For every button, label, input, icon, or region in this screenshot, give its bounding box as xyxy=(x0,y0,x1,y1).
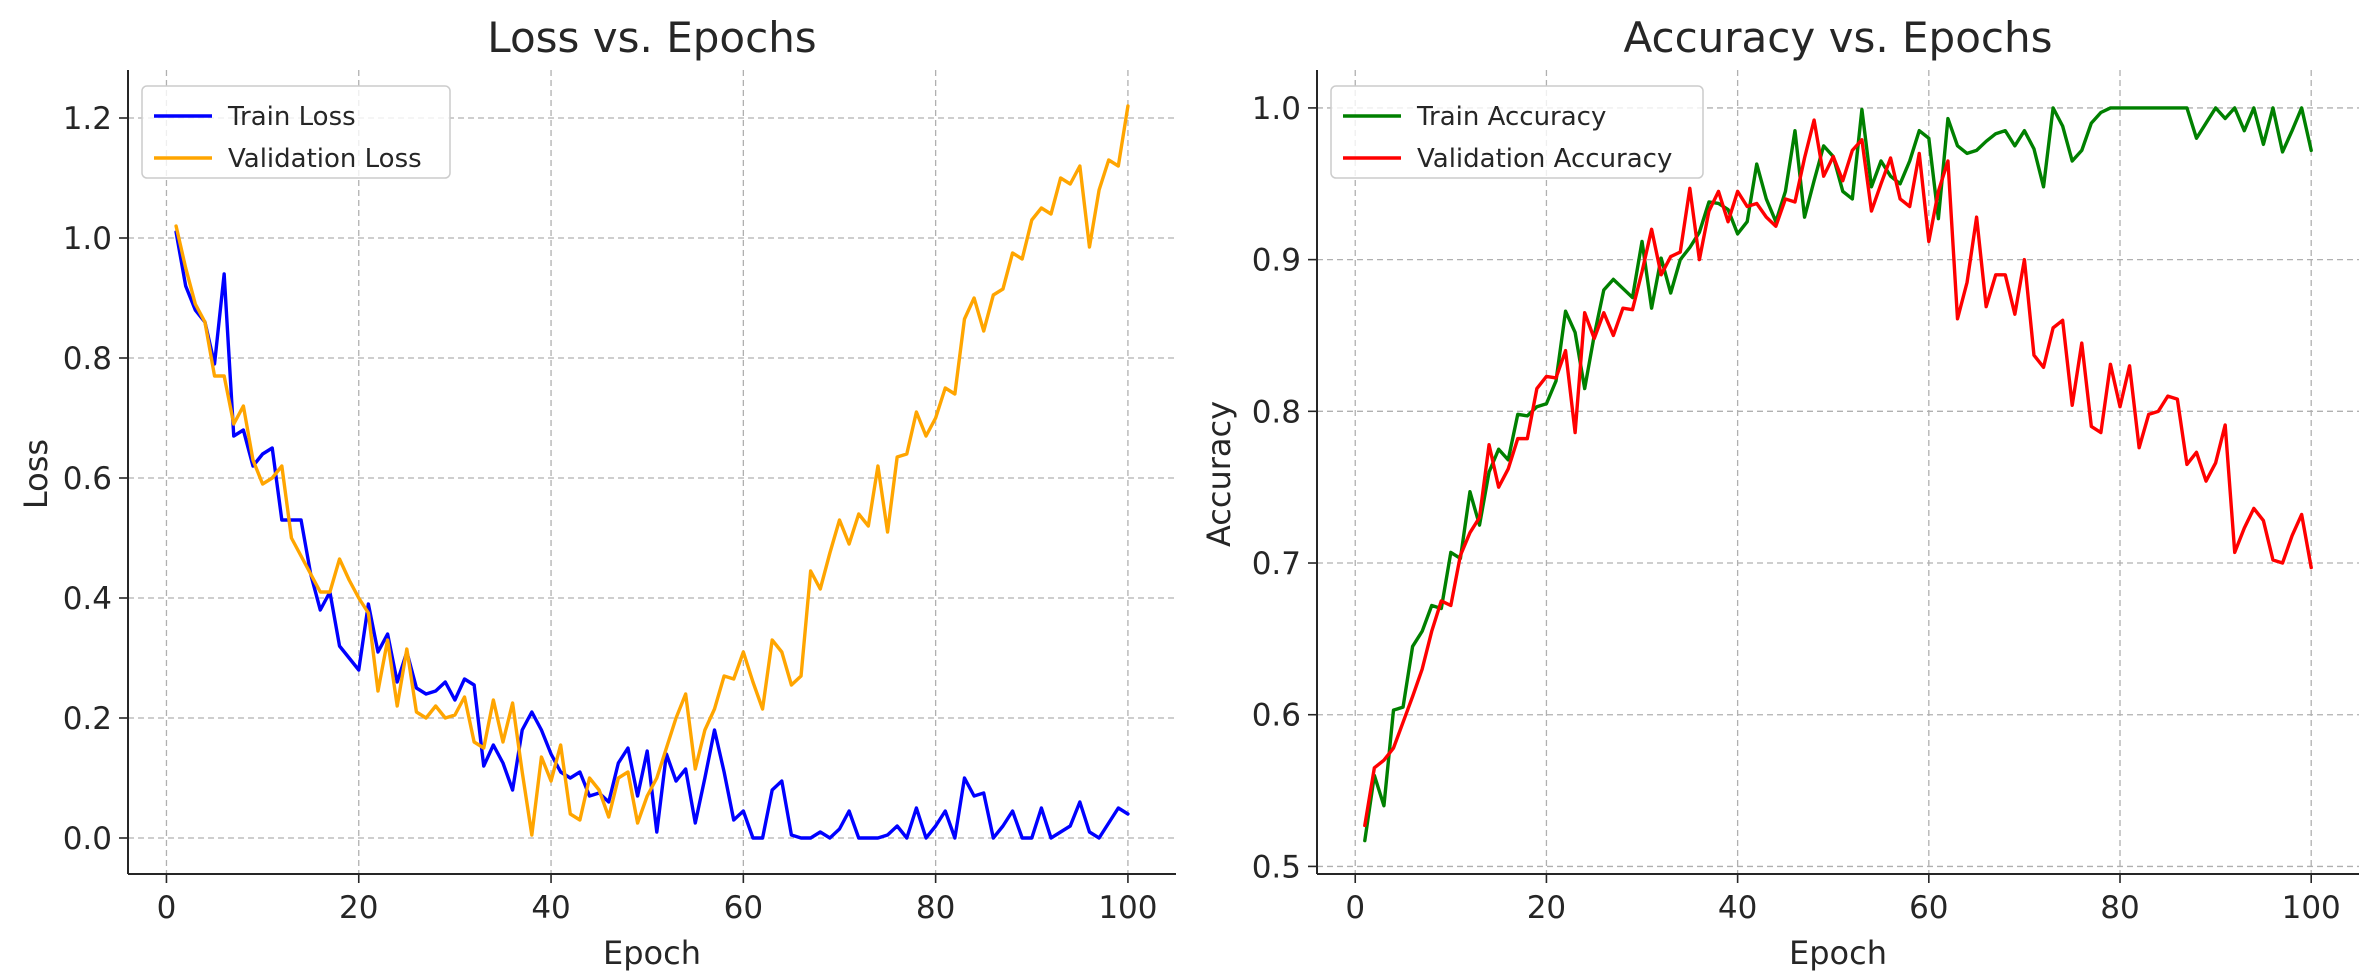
accuracy-y-tick-label-3: 0.8 xyxy=(1252,394,1301,430)
loss-x-tick-label-2: 40 xyxy=(531,890,570,926)
loss-chart: 0 20 40 60 80 100 0.0 0.2 0.4 0.6 0.8 1.0 1.2 Loss v… xyxy=(17,13,1176,972)
accuracy-x-tick-label-1: 20 xyxy=(1527,890,1566,926)
accuracy-y-tick-label-4: 0.9 xyxy=(1252,243,1301,279)
accuracy-chart: 0 20 40 60 80 100 0.5 0.6 0.7 0.8 0.9 1.0 Accuracy … xyxy=(1200,13,2359,972)
series-line-validation-loss xyxy=(174,104,1130,837)
loss-legend: Train Loss Validation Loss xyxy=(141,85,451,179)
loss-ticks: 0 20 40 60 80 100 0.0 0.2 0.4 0.6 0.8 1.0 1.2 xyxy=(63,101,1158,926)
loss-x-tick-label-4: 80 xyxy=(916,890,955,926)
accuracy-y-axis-label: Accuracy xyxy=(1200,401,1238,547)
loss-y-tick-label-3: 0.6 xyxy=(63,461,112,497)
accuracy-x-tick-label-5: 100 xyxy=(2282,890,2341,926)
loss-grid xyxy=(128,70,1176,874)
series-line-train-loss xyxy=(174,230,1130,840)
accuracy-legend-box xyxy=(1330,85,1704,179)
accuracy-x-tick-label-4: 80 xyxy=(2100,890,2139,926)
legend-label-train-accuracy: Train Accuracy xyxy=(1416,102,1606,132)
loss-x-tick-label-0: 0 xyxy=(157,890,177,926)
accuracy-legend: Train Accuracy Validation Accuracy xyxy=(1330,85,1704,179)
accuracy-x-axis-label: Epoch xyxy=(1789,934,1887,972)
loss-axes xyxy=(127,70,1176,875)
accuracy-x-tick-label-2: 40 xyxy=(1718,890,1757,926)
loss-series xyxy=(174,104,1130,840)
loss-y-axis-label: Loss xyxy=(17,439,55,509)
accuracy-ticks: 0 20 40 60 80 100 0.5 0.6 0.7 0.8 0.9 1.0 xyxy=(1252,91,2341,926)
legend-label-train-loss: Train Loss xyxy=(227,102,356,132)
series-line-train-accuracy xyxy=(1363,106,2313,843)
accuracy-x-tick-label-3: 60 xyxy=(1909,890,1948,926)
loss-chart-title: Loss vs. Epochs xyxy=(487,13,816,62)
loss-y-tick-label-0: 0.0 xyxy=(63,821,112,857)
loss-y-tick-label-1: 0.2 xyxy=(63,701,112,737)
accuracy-y-tick-label-0: 0.5 xyxy=(1252,849,1301,885)
loss-x-tick-label-3: 60 xyxy=(724,890,763,926)
loss-y-tick-label-2: 0.4 xyxy=(63,581,112,617)
accuracy-y-tick-label-2: 0.7 xyxy=(1252,546,1301,582)
loss-x-tick-label-1: 20 xyxy=(339,890,378,926)
loss-y-tick-label-5: 1.0 xyxy=(63,221,112,257)
legend-label-validation-accuracy: Validation Accuracy xyxy=(1417,144,1672,174)
accuracy-y-tick-label-5: 1.0 xyxy=(1252,91,1301,127)
loss-legend-box xyxy=(141,85,451,179)
loss-y-tick-label-4: 0.8 xyxy=(63,341,112,377)
accuracy-series xyxy=(1363,106,2313,843)
series-line-validation-accuracy xyxy=(1363,118,2313,828)
accuracy-axes xyxy=(1316,70,2359,875)
accuracy-chart-title: Accuracy vs. Epochs xyxy=(1623,13,2052,62)
loss-x-tick-label-5: 100 xyxy=(1098,890,1157,926)
accuracy-x-tick-label-0: 0 xyxy=(1345,890,1365,926)
legend-label-validation-loss: Validation Loss xyxy=(228,144,422,174)
loss-x-axis-label: Epoch xyxy=(603,934,701,972)
loss-y-tick-label-6: 1.2 xyxy=(63,101,112,137)
accuracy-y-tick-label-1: 0.6 xyxy=(1252,698,1301,734)
